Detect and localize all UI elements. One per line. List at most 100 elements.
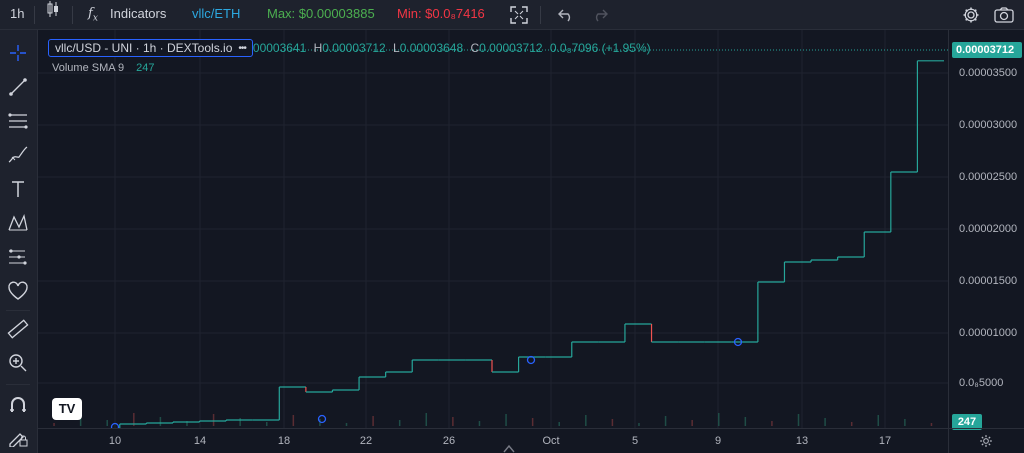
volume-bar [771,421,773,426]
time-tick-label: 18 [277,435,291,447]
pair-label[interactable]: vllc/ETH [192,6,241,21]
volume-bar [425,413,428,426]
undo-icon[interactable] [558,0,574,30]
max-price-label: Max: $0.00003885 [267,6,375,21]
redo-icon[interactable] [592,0,608,30]
volume-bar [531,418,534,426]
ohlc-values: 00003641 H0.00003712 L0.00003648 C0.0000… [253,41,651,55]
event-marker [526,355,536,365]
candle-style-icon[interactable] [46,0,60,30]
time-tick-label: 13 [795,435,809,447]
volume-bar [558,422,560,426]
crosshair-icon[interactable] [5,40,31,66]
chart-pane[interactable] [38,30,948,433]
volume-bar [398,420,401,426]
time-tick-label: 5 [631,435,639,447]
volume-bar [850,422,853,426]
volume-bar [452,417,454,426]
price-tick-label: 0.00002500 [959,171,1018,183]
volume-bar [611,419,614,426]
axis-settings-corner [948,428,1024,453]
time-tick-label: 10 [108,435,122,447]
time-tick-label: 22 [359,435,373,447]
more-options-icon[interactable]: ••• [238,42,246,54]
trend-line-icon[interactable] [5,74,31,100]
volume-bar [930,423,933,426]
top-toolbar: 1h fx Indicators vllc/ETH Max: $0.000038… [0,0,1024,30]
min-price-label: Min: $0.0₈7416 [397,6,485,21]
price-axis[interactable]: 0.00003500 0.00003000 0.00002500 0.00002… [948,30,1024,428]
volume-bar [266,422,268,426]
high-key: H [313,41,323,55]
volume-bar [292,415,295,426]
open-value: 00003641 [252,41,307,55]
fib-retracement-icon[interactable] [5,108,31,134]
symbol-title-box[interactable]: vllc/USD - UNI · 1h · DEXTools.io ••• [48,39,253,57]
magnet-icon[interactable] [5,392,31,418]
volume-bar [159,417,162,426]
axis-settings-gear-icon[interactable] [979,434,993,448]
volume-bar [133,413,135,426]
fullscreen-icon[interactable] [510,0,528,30]
price-tick-label: 0.00001000 [959,327,1018,339]
text-tool-icon[interactable] [5,176,31,202]
camera-snapshot-icon[interactable] [994,0,1014,30]
volume-bar [478,421,481,426]
volume-value-tag: 247 [952,414,982,430]
toolbar-divider [540,6,541,24]
toolbar-divider [6,384,30,385]
volume-bar [79,416,82,426]
settings-gear-icon[interactable] [962,0,980,30]
volume-bar [824,418,826,426]
volume-bar [638,423,640,426]
high-value: 0.00003712 [322,41,386,55]
price-tick-label: 0.00001500 [959,275,1018,287]
volume-indicator-legend[interactable]: Volume SMA 9 247 [52,62,155,74]
heart-favorites-icon[interactable] [5,278,31,304]
volume-bar [877,415,880,426]
ruler-icon[interactable] [5,316,31,342]
price-tick-label: 0.00002000 [959,223,1018,235]
time-tick-label: 9 [714,435,722,447]
drawing-toolbar [0,30,38,453]
volume-bar [186,421,188,426]
indicators-button[interactable]: Indicators [110,6,167,21]
volume-bar [345,423,348,426]
price-tick-label: 0.00003500 [959,67,1018,79]
event-marker [733,337,743,347]
time-axis[interactable]: 10 14 18 22 26 Oct 5 9 13 17 [38,428,948,453]
volume-bar [372,416,374,426]
time-tick-label: 26 [442,435,456,447]
scroll-to-realtime-icon[interactable] [502,443,516,453]
volume-bar [691,420,693,426]
brush-icon[interactable] [5,142,31,168]
time-tick-label: Oct [542,435,560,447]
close-value: 0.00003712 [479,41,543,55]
change-value: 0.0₈7096 (+1.95%) [549,41,651,55]
symbol-title: vllc/USD - UNI · 1h · DEXTools.io [55,41,233,55]
tradingview-logo[interactable]: TV [52,398,82,420]
lock-drawings-icon[interactable] [5,424,31,450]
indicators-fx-icon[interactable]: fx [88,6,98,24]
event-marker [317,414,327,424]
volume-bar [505,414,507,426]
pattern-icon[interactable] [5,210,31,236]
price-chart [38,30,948,433]
volume-indicator-label: Volume SMA 9 [52,62,125,74]
low-value: 0.00003648 [399,41,464,55]
zoom-in-icon[interactable] [5,350,31,376]
volume-bar [744,417,747,426]
price-tick-label: 0.0₈5000 [959,377,1004,389]
volume-bar [212,414,215,426]
interval-selector[interactable]: 1h [10,6,25,21]
toolbar-divider [6,310,30,311]
toolbar-divider [72,6,73,24]
last-price-tag: 0.00003712 [952,42,1022,58]
volume-indicator-value: 247 [136,62,155,74]
volume-bar [106,420,108,426]
volume-bar [585,415,587,426]
volume-bar [239,418,241,426]
volume-bar [718,413,720,426]
prediction-icon[interactable] [5,244,31,270]
volume-bar [664,416,667,426]
